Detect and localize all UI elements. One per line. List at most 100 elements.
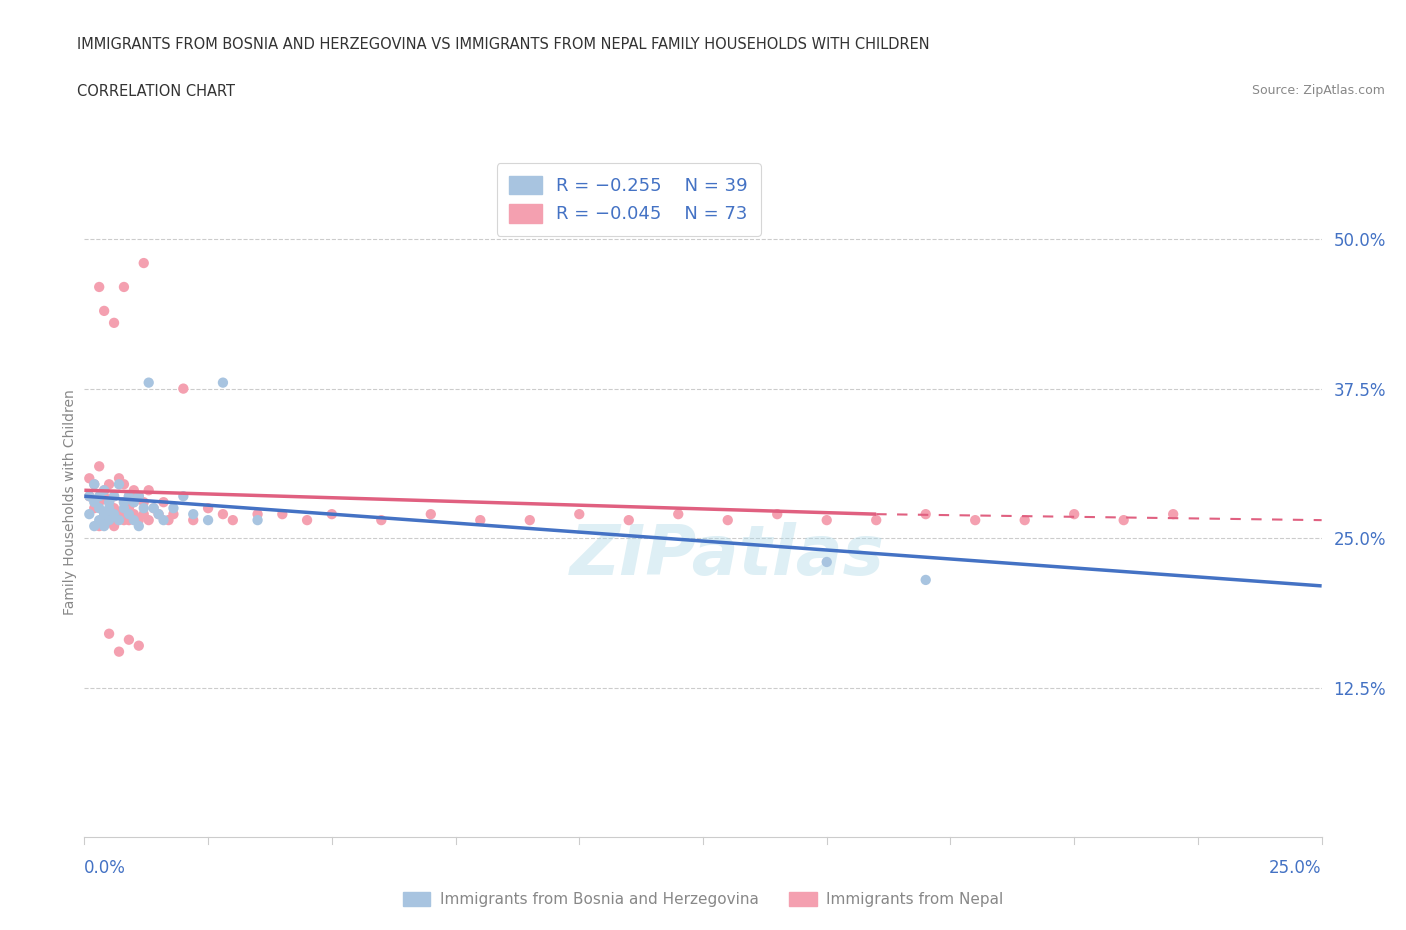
Point <box>89 458 111 473</box>
Point <box>246 512 269 527</box>
Point <box>162 500 184 515</box>
Point <box>815 554 838 569</box>
Point <box>118 489 141 504</box>
Point <box>128 489 150 504</box>
Point <box>1161 507 1184 522</box>
Point <box>617 512 640 527</box>
Legend: Immigrants from Bosnia and Herzegovina, Immigrants from Nepal: Immigrants from Bosnia and Herzegovina, … <box>396 885 1010 913</box>
Point <box>93 483 115 498</box>
Point <box>83 495 105 510</box>
Point <box>132 507 155 522</box>
Point <box>212 375 235 390</box>
Text: 0.0%: 0.0% <box>84 858 127 876</box>
Point <box>89 519 111 534</box>
Point <box>93 507 115 522</box>
Point <box>89 500 111 515</box>
Text: Source: ZipAtlas.com: Source: ZipAtlas.com <box>1251 84 1385 97</box>
Point <box>118 489 141 504</box>
Y-axis label: Family Households with Children: Family Households with Children <box>63 390 77 615</box>
Point <box>98 495 121 510</box>
Point <box>914 507 936 522</box>
Point <box>83 519 105 534</box>
Point <box>138 483 160 498</box>
Point <box>79 489 101 504</box>
Point <box>197 512 219 527</box>
Legend: R = −0.255    N = 39, R = −0.045    N = 73: R = −0.255 N = 39, R = −0.045 N = 73 <box>496 163 761 236</box>
Point <box>128 638 150 653</box>
Text: CORRELATION CHART: CORRELATION CHART <box>77 84 235 99</box>
Point <box>181 512 204 527</box>
Point <box>142 500 165 515</box>
Point <box>108 471 131 485</box>
Point <box>132 256 155 271</box>
Point <box>98 626 121 641</box>
Text: ZIPatlas: ZIPatlas <box>571 523 886 590</box>
Point <box>93 507 115 522</box>
Point <box>83 500 105 515</box>
Point <box>122 507 145 522</box>
Point <box>1063 507 1085 522</box>
Point <box>568 507 591 522</box>
Point <box>222 512 245 527</box>
Point <box>79 489 101 504</box>
Point <box>370 512 392 527</box>
Point <box>197 500 219 515</box>
Point <box>321 507 343 522</box>
Point <box>766 507 789 522</box>
Point <box>271 507 294 522</box>
Point <box>98 500 121 515</box>
Point <box>118 632 141 647</box>
Point <box>128 512 150 527</box>
Point <box>93 303 115 318</box>
Point <box>108 507 131 522</box>
Point <box>122 483 145 498</box>
Point <box>157 512 180 527</box>
Point <box>470 512 492 527</box>
Text: 25.0%: 25.0% <box>1270 858 1322 876</box>
Point <box>1112 512 1135 527</box>
Point <box>865 512 887 527</box>
Point <box>152 495 174 510</box>
Point <box>112 512 135 527</box>
Point <box>122 495 145 510</box>
Point <box>118 500 141 515</box>
Point <box>118 507 141 522</box>
Point <box>98 495 121 510</box>
Point <box>212 507 235 522</box>
Point <box>83 477 105 492</box>
Point <box>914 573 936 588</box>
Point <box>103 507 125 522</box>
Point <box>89 489 111 504</box>
Point <box>519 512 541 527</box>
Point <box>103 489 125 504</box>
Point <box>103 500 125 515</box>
Point <box>172 489 194 504</box>
Point <box>89 512 111 527</box>
Point <box>98 512 121 527</box>
Point <box>666 507 689 522</box>
Point <box>108 477 131 492</box>
Point <box>717 512 740 527</box>
Point <box>98 477 121 492</box>
Point <box>128 489 150 504</box>
Point <box>93 489 115 504</box>
Point <box>142 500 165 515</box>
Point <box>815 512 838 527</box>
Point <box>93 483 115 498</box>
Point <box>89 280 111 295</box>
Point <box>162 507 184 522</box>
Point <box>295 512 318 527</box>
Point <box>112 495 135 510</box>
Point <box>152 512 174 527</box>
Point <box>128 519 150 534</box>
Point <box>172 381 194 396</box>
Point <box>181 507 204 522</box>
Point <box>419 507 441 522</box>
Point <box>103 315 125 330</box>
Point <box>118 512 141 527</box>
Point <box>93 519 115 534</box>
Point <box>89 495 111 510</box>
Point <box>79 471 101 485</box>
Point <box>98 512 121 527</box>
Point <box>103 489 125 504</box>
